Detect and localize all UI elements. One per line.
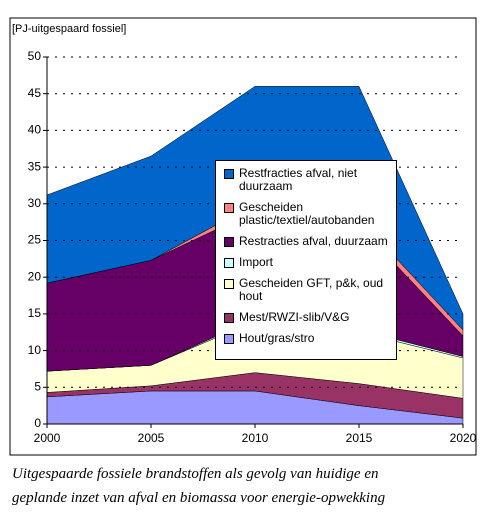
legend: Restfracties afval, niet duurzaam Geschei…	[215, 160, 397, 360]
legend-item: Restfracties afval, niet duurzaam	[222, 167, 390, 193]
x-tick-label: 2005	[138, 431, 165, 445]
legend-swatch	[224, 334, 234, 344]
y-tick-label: 50	[28, 49, 42, 63]
y-tick-label: 40	[28, 123, 42, 137]
y-tick-label: 45	[28, 86, 42, 100]
legend-item: Hout/gras/stro	[222, 332, 390, 345]
y-tick-label: 5	[34, 379, 41, 393]
legend-swatch	[224, 313, 234, 323]
y-tick-label: 20	[28, 269, 42, 283]
legend-label: Gescheiden GFT, p&k, oud hout	[239, 276, 384, 303]
legend-item: Gescheiden GFT, p&k, oud hout	[222, 277, 390, 303]
legend-label: Restracties afval, duurzaam	[239, 234, 388, 248]
y-tick-label: 15	[28, 306, 42, 320]
legend-swatch	[224, 169, 234, 179]
legend-item: Mest/RWZI-slib/V&G	[222, 311, 390, 324]
caption: geplande inzet van afval en biomassa voo…	[12, 490, 386, 506]
legend-label: Hout/gras/stro	[239, 331, 315, 345]
y-tick-label: 35	[28, 159, 42, 173]
legend-item: Restracties afval, duurzaam	[222, 235, 390, 248]
legend-label: Mest/RWZI-slib/V&G	[239, 310, 350, 324]
y-axis-label: [PJ-uitgespaard fossiel]	[12, 23, 126, 35]
y-tick-label: 10	[28, 343, 42, 357]
legend-label: Gescheiden plastic/textiel/autobanden	[239, 200, 375, 227]
legend-item: Import	[222, 256, 390, 269]
legend-swatch	[224, 279, 234, 289]
area	[46, 86, 464, 331]
y-tick-label: 30	[28, 196, 42, 210]
x-tick-label: 2020	[450, 431, 477, 445]
legend-swatch	[224, 258, 234, 268]
legend-label: Import	[239, 255, 274, 269]
frame	[9, 17, 477, 456]
legend-item: Gescheiden plastic/textiel/autobanden	[222, 201, 390, 227]
caption: Uitgespaarde fossiele brandstoffen als g…	[12, 466, 379, 482]
legend-swatch	[224, 203, 234, 213]
y-tick-label: 0	[34, 416, 41, 430]
x-tick-label: 2010	[242, 431, 269, 445]
x-tick-label: 2000	[34, 431, 61, 445]
x-tick-label: 2015	[346, 431, 373, 445]
legend-swatch	[224, 237, 234, 247]
y-tick-label: 25	[28, 233, 42, 247]
legend-label: Restfracties afval, niet duurzaam	[239, 166, 358, 193]
